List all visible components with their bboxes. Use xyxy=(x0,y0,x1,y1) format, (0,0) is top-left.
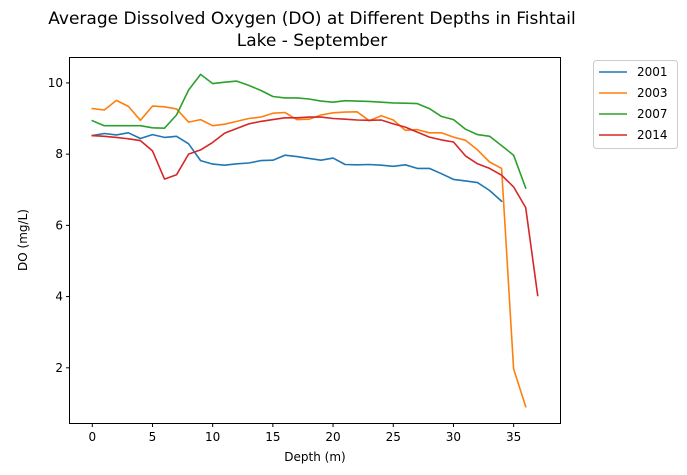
x-tick-label: 5 xyxy=(149,430,157,444)
x-tick-label: 25 xyxy=(386,430,401,444)
legend: 2001 2003 2007 2014 xyxy=(593,60,678,149)
legend-label-2001: 2001 xyxy=(637,65,668,79)
y-axis-label: DO (mg/L) xyxy=(16,209,30,271)
x-tick-label: 0 xyxy=(88,430,96,444)
x-tick-label: 35 xyxy=(506,430,521,444)
chart-title-line-1: Average Dissolved Oxygen (DO) at Differe… xyxy=(48,9,575,29)
legend-label-2003: 2003 xyxy=(637,86,668,100)
y-tick-label: 2 xyxy=(55,361,63,375)
series-line-2003 xyxy=(91,99,527,408)
y-axis-ticks: 2 4 6 8 10 xyxy=(48,76,70,375)
chart-title-line-2: Lake - September xyxy=(237,31,388,51)
series-layer xyxy=(91,73,539,408)
y-tick-label: 6 xyxy=(55,218,63,232)
y-tick-label: 4 xyxy=(55,290,63,304)
series-line-2014 xyxy=(91,116,539,297)
legend-label-2007: 2007 xyxy=(637,107,668,121)
plot-area-frame xyxy=(69,57,561,424)
y-tick-label: 8 xyxy=(55,147,63,161)
legend-box xyxy=(593,60,678,149)
x-axis-ticks: 0 5 10 15 20 25 30 35 xyxy=(88,423,521,444)
x-axis-label: Depth (m) xyxy=(284,450,345,464)
x-tick-label: 10 xyxy=(205,430,220,444)
series-line-2001 xyxy=(91,132,503,203)
legend-label-2014: 2014 xyxy=(637,128,668,142)
x-tick-label: 15 xyxy=(265,430,280,444)
x-tick-label: 30 xyxy=(446,430,461,444)
y-tick-label: 10 xyxy=(48,76,63,90)
chart-title: Average Dissolved Oxygen (DO) at Differe… xyxy=(48,9,575,51)
series-line-2007 xyxy=(91,73,527,190)
x-tick-label: 20 xyxy=(325,430,340,444)
